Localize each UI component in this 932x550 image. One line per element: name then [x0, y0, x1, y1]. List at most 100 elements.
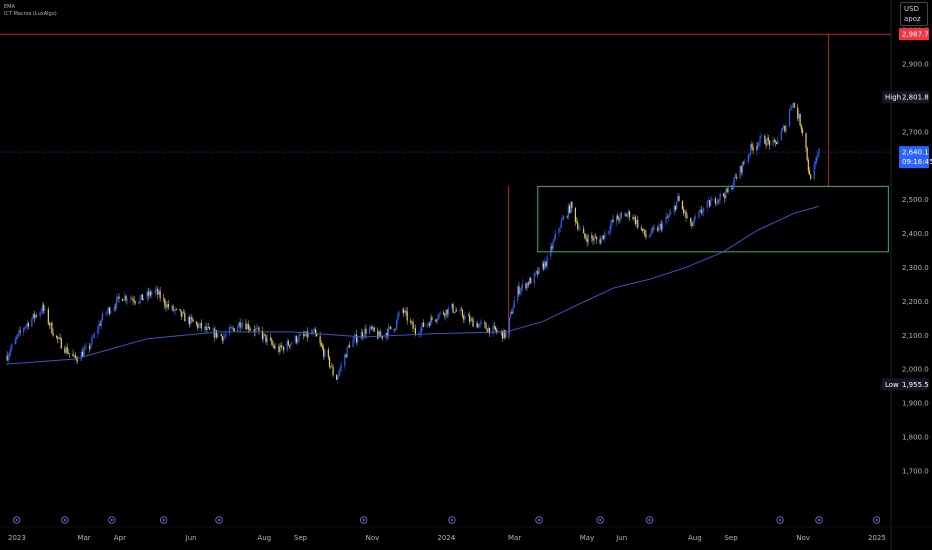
candle-body — [467, 315, 469, 317]
macro-event-icon-dot — [15, 518, 18, 522]
candle-body — [492, 325, 494, 334]
candle-body — [295, 336, 298, 343]
candle-body — [117, 296, 119, 299]
candle-body — [661, 222, 664, 230]
macro-event-icon[interactable] — [448, 516, 456, 524]
macro-event-icon[interactable] — [159, 516, 168, 524]
candle-body — [39, 312, 41, 317]
high-label: High — [885, 94, 901, 102]
currency-sub-label: apoz — [904, 15, 921, 23]
candle-body — [447, 308, 449, 315]
candle-body — [26, 323, 28, 326]
candle-body — [799, 114, 801, 126]
price-tick-label: 1,700.0 — [902, 467, 929, 475]
candle-body — [223, 337, 225, 341]
candle-body — [328, 357, 331, 367]
candle-body — [84, 347, 86, 351]
candle-body — [628, 211, 631, 218]
candle-body — [405, 310, 407, 312]
candle-body — [625, 214, 627, 217]
consolidation-range-box[interactable] — [537, 185, 889, 253]
ema-line[interactable] — [5, 205, 820, 365]
macro-event-icon[interactable] — [596, 516, 604, 524]
candle-body — [757, 145, 759, 147]
candle-body — [699, 209, 701, 212]
macro-event-icon[interactable] — [645, 516, 654, 524]
candle-body — [446, 309, 448, 315]
target-price-value: 2,987.7 — [902, 31, 929, 39]
candle-body — [657, 227, 659, 231]
candle-body — [434, 319, 437, 321]
candle-body — [530, 277, 532, 284]
candle-body — [470, 318, 472, 322]
candle-body — [810, 174, 812, 179]
macro-event-icon[interactable] — [12, 516, 21, 524]
candle-body — [723, 193, 725, 196]
candle-body — [451, 303, 453, 309]
macro-event-icon[interactable] — [108, 516, 116, 524]
macro-event-icon[interactable] — [776, 516, 784, 524]
candle-body — [435, 320, 438, 321]
time-tick-label: Aug — [257, 534, 271, 542]
candle-body — [388, 326, 391, 328]
candle-body — [608, 230, 611, 232]
candle-body — [172, 306, 174, 311]
candle-body — [297, 341, 299, 343]
macro-event-icon[interactable] — [61, 516, 69, 524]
candle-body — [725, 188, 727, 199]
candle-body — [323, 348, 325, 357]
candle-body — [379, 331, 381, 338]
candle-body — [123, 300, 125, 301]
candle-body — [750, 144, 752, 154]
candle-body — [319, 336, 321, 344]
candle-body — [604, 232, 606, 240]
candle-body — [700, 209, 702, 213]
low-price-badge — [882, 378, 929, 391]
candle-body — [777, 140, 779, 144]
candle-body — [711, 198, 713, 201]
candle-body — [801, 129, 804, 134]
candle-body — [578, 228, 580, 230]
candle-body — [240, 326, 242, 328]
candle-body — [394, 328, 397, 330]
candle-body — [224, 335, 226, 338]
candle-body — [294, 336, 297, 343]
macro-event-icon[interactable] — [872, 516, 881, 524]
candle-body — [220, 334, 222, 337]
candle-body — [320, 343, 322, 346]
candle-body — [495, 330, 498, 332]
candle-body — [607, 231, 609, 233]
macro-event-icon[interactable] — [359, 516, 368, 524]
candle-body — [347, 345, 349, 347]
candle-body — [740, 166, 742, 173]
candle-body — [690, 218, 692, 223]
candle-body — [207, 327, 209, 328]
candle-body — [533, 273, 535, 284]
candle-body — [148, 291, 151, 296]
indicator-ict-macros-label[interactable]: ICT Macros (LuxAlgo) — [4, 11, 57, 17]
candle-body — [6, 355, 8, 361]
macro-event-icon[interactable] — [215, 516, 223, 524]
macro-event-icon[interactable] — [815, 516, 823, 524]
candle-body — [439, 312, 441, 315]
macro-event-icon[interactable] — [535, 516, 543, 524]
candle-body — [797, 107, 799, 119]
candle-body — [239, 322, 241, 328]
macro-event-icon-dot — [362, 518, 365, 522]
candle-body — [113, 306, 115, 311]
candle-body — [505, 333, 507, 338]
currency-selector[interactable]: USD apoz — [900, 2, 928, 26]
macro-event-icon-dot — [817, 518, 821, 522]
candle-body — [390, 326, 392, 330]
candle-body — [271, 340, 273, 345]
candle-body — [710, 200, 712, 207]
candle-body — [205, 326, 207, 331]
indicator-ema-label[interactable]: EMA — [4, 4, 15, 10]
candle-body — [486, 328, 488, 332]
low-price-value: 1,955.5 — [902, 381, 929, 389]
currency-label: USD — [904, 5, 919, 13]
candle-body — [105, 313, 107, 314]
candle-body — [412, 322, 414, 329]
